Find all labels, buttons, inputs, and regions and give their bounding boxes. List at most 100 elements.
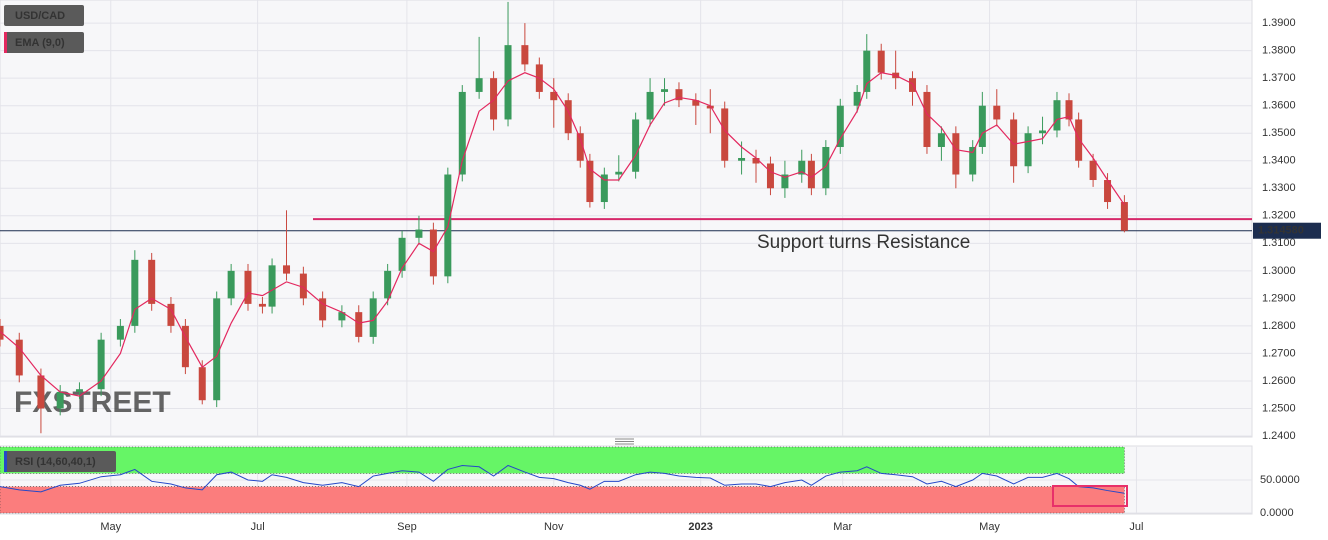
- candle-body: [258, 303, 266, 307]
- candle-body: [1053, 100, 1061, 131]
- annotation: Support turns Resistance: [757, 232, 970, 253]
- x-tick-label: Mar: [833, 521, 852, 533]
- y-tick-label: 1.3300: [1262, 182, 1296, 194]
- candle-body: [1104, 180, 1112, 203]
- candle-body: [781, 174, 789, 189]
- candle-body: [1089, 160, 1097, 181]
- candle-body: [268, 265, 276, 307]
- legend-swatch: [4, 32, 7, 53]
- rsi-band: [0, 486, 1125, 514]
- y-tick-label: 1.3700: [1262, 72, 1296, 84]
- candle-body: [299, 273, 307, 299]
- candle-body: [798, 160, 806, 175]
- y-tick-label: 1.3000: [1262, 265, 1296, 277]
- panel-resize-handle[interactable]: [615, 438, 634, 445]
- x-tick-label: 2023: [688, 521, 712, 533]
- candle-body: [15, 339, 23, 376]
- x-tick-label: Jul: [1129, 521, 1143, 533]
- candle-body: [586, 160, 594, 203]
- candle-body: [576, 133, 584, 161]
- candle-body: [338, 312, 346, 321]
- candle-body: [675, 89, 683, 101]
- x-tick-label: Sep: [397, 521, 417, 533]
- y-tick-label: 1.3500: [1262, 127, 1296, 139]
- candle-body: [504, 45, 512, 120]
- candle-body: [475, 78, 483, 92]
- y-tick-label: 1.3200: [1262, 210, 1296, 222]
- candle-body: [75, 389, 83, 392]
- candle-body: [993, 105, 1001, 120]
- candle-body: [355, 312, 363, 337]
- candle-body: [877, 50, 885, 73]
- candle-body: [198, 367, 206, 401]
- legend-entry: EMA (9,0): [15, 37, 65, 49]
- last-price-tag: [1253, 222, 1321, 239]
- legend-entry: RSI (14,60,40,1): [15, 456, 96, 468]
- rsi-band: [0, 446, 1125, 474]
- candle-body: [836, 105, 844, 147]
- rsi-line: [0, 464, 1125, 494]
- legend-box: [4, 5, 84, 26]
- candle-body: [706, 105, 714, 109]
- candle-body: [807, 160, 815, 189]
- candle-body: [952, 133, 960, 175]
- legend-box: [4, 32, 84, 53]
- candle-body: [661, 89, 669, 92]
- candle-body: [752, 157, 760, 164]
- candle-body: [521, 45, 529, 65]
- candle-body: [213, 298, 221, 401]
- candle-body: [692, 100, 700, 106]
- y-tick-label: 1.3100: [1262, 237, 1296, 249]
- highlight-box: [1052, 485, 1128, 507]
- y-tick-label: 1.3800: [1262, 45, 1296, 57]
- candle-body: [766, 163, 774, 189]
- y-tick-label: 1.2700: [1262, 347, 1296, 359]
- y-tick-label: 1.2600: [1262, 375, 1296, 387]
- candle-body: [600, 174, 608, 203]
- x-tick-label: Jul: [251, 521, 265, 533]
- candle-body: [969, 146, 977, 175]
- x-tick-label: May: [100, 521, 121, 533]
- ema-line: [0, 72, 1125, 397]
- legend-swatch: [4, 451, 7, 472]
- candle-body: [1039, 130, 1047, 134]
- y-tick-label: 1.2500: [1262, 402, 1296, 414]
- y-tick-label: 1.2800: [1262, 320, 1296, 332]
- candle-body: [227, 270, 235, 299]
- candle-body: [1065, 100, 1073, 120]
- y-tick-label: 1.2400: [1262, 430, 1296, 442]
- legend-title: USD/CAD: [15, 10, 65, 22]
- candle-body: [1075, 119, 1083, 161]
- candle-body: [181, 325, 189, 368]
- candle-body: [167, 303, 175, 326]
- y-tick-label: 0.0000: [1260, 507, 1294, 519]
- candle-body: [131, 259, 139, 326]
- candle-body: [937, 133, 945, 147]
- candle-body: [550, 91, 558, 101]
- candle-body: [646, 91, 654, 120]
- x-tick-label: Nov: [544, 521, 564, 533]
- candle-body: [615, 171, 623, 175]
- candle-body: [384, 270, 392, 299]
- candle-body: [97, 339, 105, 390]
- candle-body: [1024, 133, 1032, 167]
- candle-body: [863, 50, 871, 92]
- legend-box: [4, 451, 116, 472]
- y-tick-label: 1.3900: [1262, 17, 1296, 29]
- candle-body: [853, 91, 861, 106]
- candle-body: [923, 91, 931, 147]
- candle-body: [490, 78, 498, 120]
- y-tick-label: 1.3600: [1262, 100, 1296, 112]
- y-tick-label: 1.3400: [1262, 155, 1296, 167]
- candle-body: [564, 100, 572, 134]
- candle-body: [458, 91, 466, 175]
- candle-body: [1120, 202, 1128, 231]
- candle-body: [283, 265, 291, 274]
- last-price-label: 1.314580: [1258, 225, 1304, 237]
- candle-body: [56, 391, 64, 409]
- candle-body: [738, 157, 746, 161]
- candle-body: [37, 375, 45, 409]
- candle-body: [398, 237, 406, 271]
